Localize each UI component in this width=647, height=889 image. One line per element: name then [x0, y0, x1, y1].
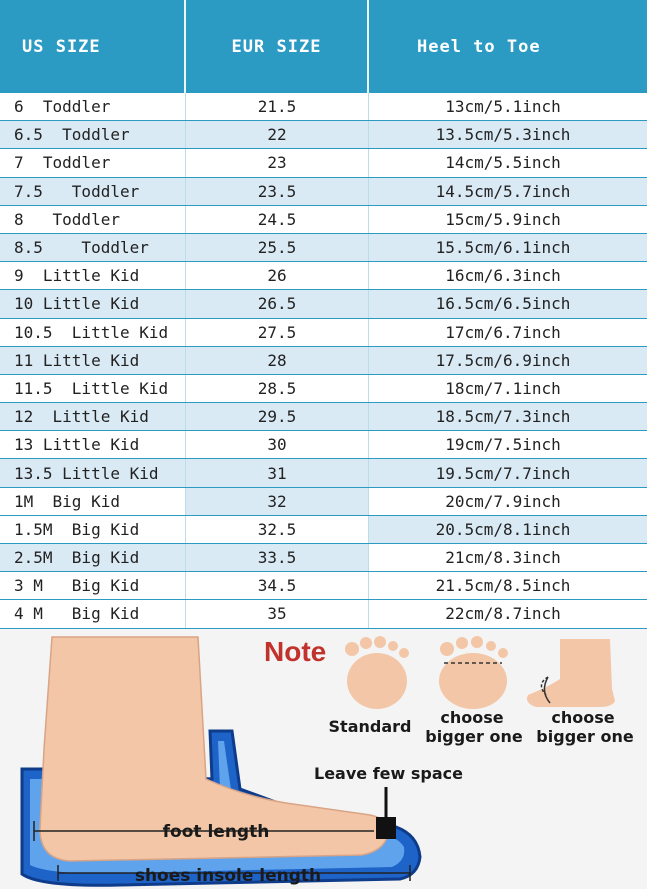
note-title: Note: [264, 636, 326, 667]
foot-measure-illustration: foot length shoes insole length Leave fe…: [0, 628, 647, 889]
insole-length-label: shoes insole length: [135, 866, 321, 886]
eur-size-cell: 21.5: [186, 93, 369, 121]
table-header: US SIZE EUR SIZE Heel to Toe: [0, 0, 647, 93]
table-row: 10.5 Little Kid 27.5 17cm/6.7inch: [0, 318, 647, 347]
heel-to-toe-cell: 17.5cm/6.9inch: [369, 346, 647, 374]
table-row: 13 Little Kid 30 19cm/7.5inch: [0, 431, 647, 460]
eur-size-cell: 35: [186, 600, 369, 628]
heel-to-toe-cell: 18.5cm/7.3inch: [369, 403, 647, 431]
eur-size-cell: 25.5: [186, 233, 369, 262]
illustration-svg: foot length shoes insole length Leave fe…: [20, 635, 634, 887]
us-size-cell: 1.5M Big Kid: [0, 515, 186, 543]
header-heel-to-toe: Heel to Toe: [417, 36, 541, 57]
toe-gap-marker: [376, 816, 396, 839]
eur-size-cell: 24.5: [186, 205, 369, 233]
table-row: 6 Toddler 21.5 13cm/5.1inch: [0, 93, 647, 122]
heel-to-toe-cell: 19cm/7.5inch: [445, 435, 561, 455]
header-us-size: US SIZE: [0, 0, 186, 93]
heel-to-toe-cell: 18cm/7.1inch: [445, 378, 561, 398]
standard-label: Standard: [329, 717, 412, 736]
eur-size-cell: 27.5: [186, 318, 369, 346]
table-row: 11 Little Kid 28 17.5cm/6.9inch: [0, 346, 647, 375]
us-size-cell: 8 Toddler: [0, 205, 186, 233]
eur-size-cell: 26.5: [186, 290, 369, 318]
us-size-cell: 13.5 Little Kid: [0, 459, 186, 487]
table-row: 7.5 Toddler 23.5 14.5cm/5.7inch: [0, 177, 647, 206]
eur-size-cell: 28.5: [186, 374, 369, 403]
high-instep-foot-icon: [527, 638, 615, 707]
us-size-cell: 8.5 Toddler: [0, 233, 186, 262]
eur-size-cell: 32.5: [186, 515, 369, 543]
us-size-cell: 13 Little Kid: [0, 431, 186, 459]
table-row: 13.5 Little Kid 31 19.5cm/7.7inch: [0, 459, 647, 488]
eur-size-cell: 33.5: [186, 544, 369, 572]
heel-to-toe-cell: 21cm/8.3inch: [445, 548, 561, 568]
heel-to-toe-cell: 22cm/8.7inch: [445, 604, 561, 624]
choose-bigger-2-line2: bigger one: [536, 727, 634, 746]
eur-size-cell: 31: [186, 459, 369, 487]
us-size-cell: 7 Toddler: [0, 149, 186, 177]
table-row: 10 Little Kid 26.5 16.5cm/6.5inch: [0, 290, 647, 319]
heel-to-toe-cell: 14.5cm/5.7inch: [369, 177, 647, 205]
heel-to-toe-cell: 15.5cm/6.1inch: [369, 233, 647, 262]
eur-size-cell: 28: [186, 346, 369, 374]
size-table-body: 6 Toddler 21.5 13cm/5.1inch 6.5 Toddler 22 13…: [0, 93, 647, 629]
table-row: 7 Toddler 23 14cm/5.5inch: [0, 149, 647, 178]
eur-size-cell: 30: [186, 431, 369, 459]
header-eur-size: EUR SIZE: [186, 0, 369, 93]
choose-bigger-1-line1: choose: [440, 708, 503, 727]
heel-to-toe-cell: 13.5cm/5.3inch: [369, 121, 647, 149]
eur-size-cell: 23: [186, 149, 369, 177]
standard-foot-icon: [345, 635, 409, 709]
us-size-cell: 2.5M Big Kid: [0, 544, 186, 572]
heel-to-toe-cell: 19.5cm/7.7inch: [369, 459, 647, 487]
choose-bigger-2-line1: choose: [551, 708, 614, 727]
table-row: 9 Little Kid 26 16cm/6.3inch: [0, 262, 647, 291]
table-row: 4 M Big Kid 35 22cm/8.7inch: [0, 600, 647, 629]
choose-bigger-1-line2: bigger one: [425, 727, 523, 746]
heel-to-toe-cell: 21.5cm/8.5inch: [435, 576, 571, 596]
eur-size-cell: 23.5: [186, 177, 369, 205]
us-size-cell: 11.5 Little Kid: [0, 374, 186, 403]
heel-to-toe-cell: 16.5cm/6.5inch: [369, 290, 647, 318]
us-size-cell: 7.5 Toddler: [0, 177, 186, 205]
us-size-cell: 10 Little Kid: [0, 290, 186, 318]
heel-to-toe-cell: 14cm/5.5inch: [445, 153, 561, 173]
foot-length-label: foot length: [163, 822, 270, 842]
us-size-cell: 4 M Big Kid: [0, 600, 186, 628]
us-size-cell: 11 Little Kid: [0, 346, 186, 374]
us-size-cell: 6.5 Toddler: [0, 121, 186, 149]
table-row: 1M Big Kid 32 20cm/7.9inch: [0, 487, 647, 516]
eur-size-cell: 29.5: [186, 403, 369, 431]
us-size-cell: 12 Little Kid: [0, 403, 186, 431]
table-row: 12 Little Kid 29.5 18.5cm/7.3inch: [0, 403, 647, 432]
eur-size-cell: 26: [186, 262, 369, 290]
table-row: 1.5M Big Kid 32.5 20.5cm/8.1inch: [0, 515, 647, 544]
table-row: 8 Toddler 24.5 15cm/5.9inch: [0, 205, 647, 234]
us-size-cell: 1M Big Kid: [0, 487, 186, 515]
wide-foot-icon: [439, 635, 508, 709]
table-row: 8.5 Toddler 25.5 15.5cm/6.1inch: [0, 233, 647, 263]
table-row: 2.5M Big Kid 33.5 21cm/8.3inch: [0, 544, 647, 573]
table-row: 11.5 Little Kid 28.5 18cm/7.1inch: [0, 374, 647, 404]
leave-space-label: Leave few space: [314, 764, 463, 783]
us-size-cell: 6 Toddler: [0, 93, 186, 121]
us-size-cell: 9 Little Kid: [0, 262, 186, 290]
heel-to-toe-cell: 15cm/5.9inch: [445, 209, 561, 229]
eur-size-cell: 32: [186, 487, 369, 515]
us-size-cell: 3 M Big Kid: [0, 572, 186, 600]
heel-to-toe-cell: 20.5cm/8.1inch: [369, 515, 647, 543]
heel-to-toe-cell: 20cm/7.9inch: [445, 491, 561, 511]
heel-to-toe-cell: 13cm/5.1inch: [445, 97, 561, 117]
heel-to-toe-cell: 16cm/6.3inch: [445, 266, 561, 286]
table-row: 3 M Big Kid 34.5 21.5cm/8.5inch: [0, 572, 647, 601]
eur-size-cell: 22: [186, 121, 369, 149]
table-row: 6.5 Toddler 22 13.5cm/5.3inch: [0, 121, 647, 150]
eur-size-cell: 34.5: [186, 572, 369, 600]
us-size-cell: 10.5 Little Kid: [0, 318, 186, 346]
heel-to-toe-cell: 17cm/6.7inch: [445, 322, 561, 342]
